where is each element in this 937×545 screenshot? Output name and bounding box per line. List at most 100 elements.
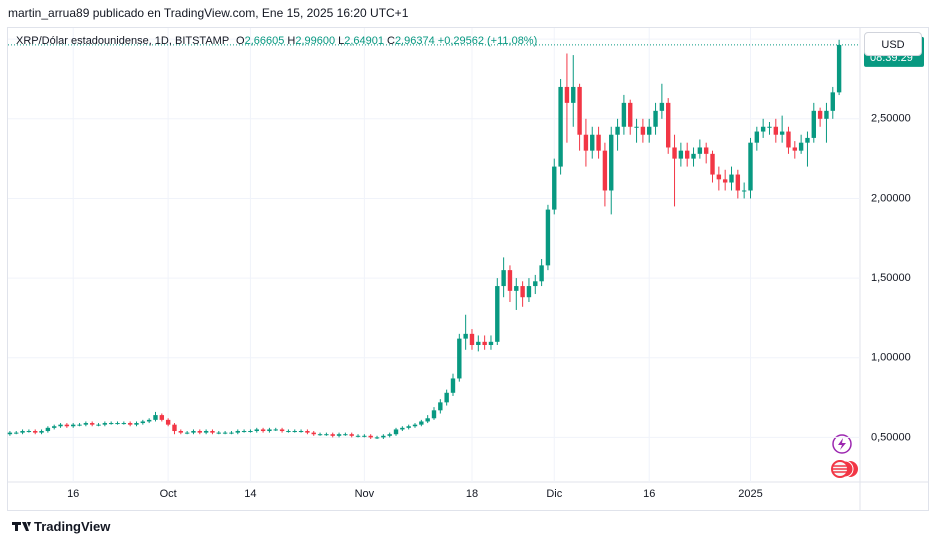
candle-body	[634, 126, 639, 128]
candle-body	[210, 431, 215, 433]
brand-name: TradingView	[34, 519, 111, 534]
candle-body	[134, 423, 139, 425]
ohlc-label: C	[386, 35, 395, 47]
chart-frame	[7, 27, 929, 511]
x-tick-label: 16	[67, 488, 79, 500]
candle-body	[349, 434, 354, 436]
candle-body	[159, 415, 165, 420]
candle-body	[697, 147, 703, 154]
candle-body	[191, 431, 196, 433]
candle-body	[222, 432, 228, 434]
candle-body	[184, 432, 190, 434]
candle-body	[419, 421, 424, 425]
candle-body	[431, 410, 437, 419]
candle-body	[552, 166, 557, 210]
candle-body	[792, 147, 798, 151]
ohlc-value: 2,64901	[344, 35, 384, 47]
candle-body	[836, 44, 842, 93]
x-tick-label: 16	[643, 488, 655, 500]
candle-body	[457, 338, 462, 379]
candle-body	[748, 142, 753, 191]
candle-body	[450, 378, 456, 393]
y-tick-label: 0,50000	[871, 431, 911, 443]
candle-body	[564, 86, 570, 103]
candle-body	[172, 424, 177, 432]
candle-body	[666, 102, 671, 148]
candle-body	[684, 150, 690, 159]
candle-body	[438, 402, 443, 411]
candle-body	[254, 429, 259, 432]
candle-body	[393, 429, 399, 435]
candle-body	[203, 431, 209, 433]
candle-body	[39, 431, 44, 433]
candle-body	[817, 110, 823, 119]
candle-body	[779, 131, 785, 135]
candle-body	[678, 150, 684, 159]
candle-body	[609, 134, 614, 191]
candle-body	[621, 102, 627, 127]
candle-body	[520, 286, 525, 298]
candle-body	[615, 126, 620, 135]
candle-body	[647, 126, 652, 135]
candle-body	[260, 429, 266, 432]
candle-body	[729, 174, 734, 183]
candle-body	[406, 426, 411, 428]
candle-body	[482, 341, 487, 346]
y-tick-label: 2,50000	[871, 113, 911, 125]
candle-body	[52, 426, 57, 428]
candle-body	[58, 424, 63, 427]
candle-body	[330, 434, 335, 436]
x-tick-label: Nov	[355, 488, 375, 500]
ohlc-label: L	[338, 35, 345, 47]
candle-body	[146, 419, 152, 422]
candle-body	[495, 286, 500, 342]
candle-body	[70, 424, 76, 427]
lightning-glyph	[838, 438, 846, 450]
candle-body	[590, 134, 595, 151]
candle-body	[786, 131, 791, 148]
candle-body	[469, 333, 475, 346]
candle-body	[824, 110, 829, 119]
candle-body	[26, 431, 32, 433]
candle-body	[343, 434, 348, 436]
candle-body	[488, 341, 494, 346]
candle-body	[197, 431, 202, 433]
y-tick-label: 1,50000	[871, 272, 911, 284]
ohlc-values: O2,66605 H2,99600 L2,64901 C2,96374	[232, 35, 435, 47]
ohlc-label: H	[287, 35, 296, 47]
candle-body	[121, 423, 127, 425]
candle-body	[805, 137, 810, 143]
candle-body	[640, 126, 646, 135]
candle-body	[741, 190, 747, 192]
candle-body	[387, 434, 392, 436]
candle-body	[767, 126, 772, 128]
candle-body	[830, 92, 835, 111]
candle-body	[241, 431, 247, 433]
currency-button[interactable]: USD	[864, 32, 922, 56]
candle-body	[558, 86, 563, 167]
candle-body	[381, 435, 386, 438]
publish-info: martin_arrua89 publicado en TradingView.…	[8, 6, 409, 20]
price-change: +0,29562 (+11,08%)	[437, 35, 538, 47]
ohlc-value: 2,96374	[394, 35, 435, 47]
candle-body	[178, 431, 184, 433]
candle-body	[368, 435, 373, 438]
candle-body	[292, 431, 297, 433]
candle-body	[45, 427, 51, 432]
candle-body	[596, 134, 601, 151]
ohlc-value: 2,99600	[295, 35, 336, 47]
candle-body	[577, 86, 582, 135]
candle-body	[286, 431, 291, 433]
candle-body	[653, 110, 658, 127]
candle-body	[235, 431, 240, 433]
candle-body	[602, 150, 608, 191]
candle-body	[229, 432, 234, 434]
candle-body	[798, 142, 804, 151]
candle-body	[248, 431, 253, 433]
candle-body	[140, 421, 146, 424]
candle-body	[279, 429, 285, 432]
candle-body	[533, 281, 538, 287]
candle-body	[362, 435, 367, 437]
candle-body	[526, 286, 532, 298]
candle-body	[374, 437, 380, 439]
